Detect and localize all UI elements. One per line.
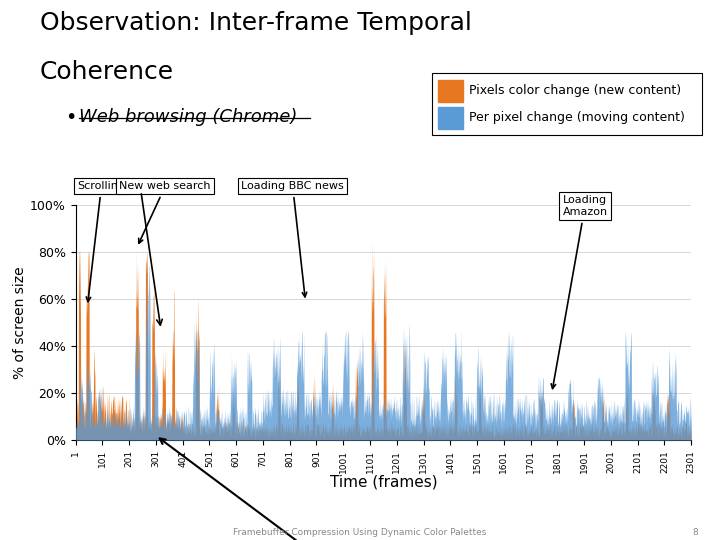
Text: New web search: New web search xyxy=(120,181,211,243)
Text: Loading BBC news: Loading BBC news xyxy=(241,181,344,297)
Text: Observation: Inter-frame Temporal: Observation: Inter-frame Temporal xyxy=(40,11,472,35)
X-axis label: Time (frames): Time (frames) xyxy=(330,474,437,489)
Text: Web browsing (Chrome): Web browsing (Chrome) xyxy=(79,108,297,126)
Text: Loading
Amazon: Loading Amazon xyxy=(551,195,608,389)
Text: Per pixel change (moving content): Per pixel change (moving content) xyxy=(469,111,685,124)
Y-axis label: % of screen size: % of screen size xyxy=(13,266,27,379)
Text: Coherence: Coherence xyxy=(40,60,174,84)
Text: •: • xyxy=(65,108,76,127)
Text: Mostly the same content: Mostly the same content xyxy=(160,438,433,540)
Text: Framebuffer Compression Using Dynamic Color Palettes: Framebuffer Compression Using Dynamic Co… xyxy=(233,528,487,537)
Text: 8: 8 xyxy=(693,528,698,537)
Text: Scrolling: Scrolling xyxy=(78,181,125,302)
Text: Pixels color change (new content): Pixels color change (new content) xyxy=(469,84,682,97)
